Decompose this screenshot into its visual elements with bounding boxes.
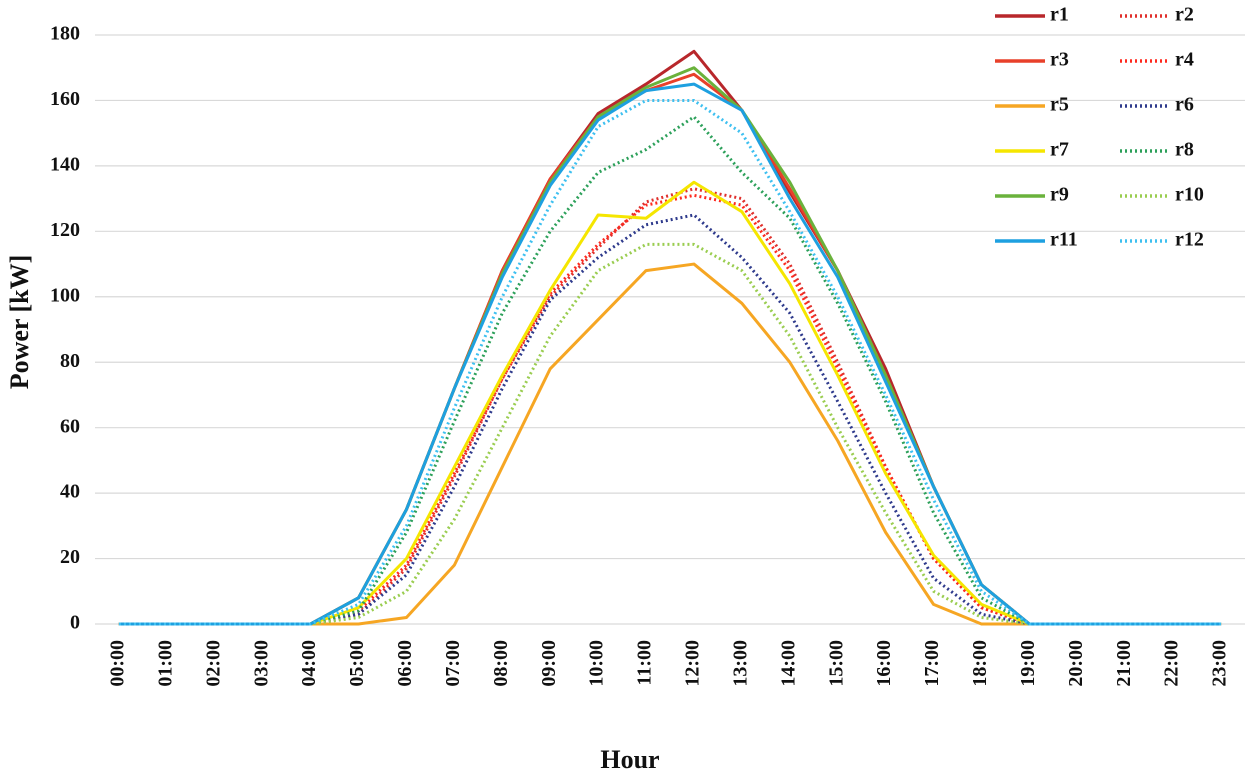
x-tick-label: 16:00 <box>873 640 895 687</box>
x-tick-label: 15:00 <box>825 640 847 687</box>
y-tick-label: 120 <box>50 219 80 241</box>
series-line <box>118 242 1222 626</box>
legend-label: r3 <box>1050 49 1069 71</box>
x-tick-label: 14:00 <box>777 640 799 687</box>
x-tick-label: 03:00 <box>250 640 272 687</box>
x-tick-label: 04:00 <box>298 640 320 687</box>
x-tick-label: 12:00 <box>682 640 704 687</box>
y-tick-label: 0 <box>70 612 80 634</box>
legend-label: r11 <box>1050 229 1078 251</box>
series-line <box>118 262 1222 626</box>
legend-label: r5 <box>1050 94 1069 116</box>
x-tick-label: 01:00 <box>154 640 176 687</box>
legend-label: r6 <box>1175 94 1194 116</box>
y-tick-label: 180 <box>50 23 80 45</box>
x-tick-label: 19:00 <box>1017 640 1039 687</box>
x-tick-label: 06:00 <box>394 640 416 687</box>
x-tick-label: 09:00 <box>538 640 560 687</box>
y-tick-label: 100 <box>50 284 80 306</box>
series-line <box>118 82 1222 626</box>
legend-label: r9 <box>1050 184 1069 206</box>
series-line <box>118 49 1222 626</box>
series-line <box>118 115 1222 626</box>
y-tick-label: 40 <box>60 481 80 503</box>
x-tick-label: 22:00 <box>1161 640 1183 687</box>
x-tick-label: 18:00 <box>969 640 991 687</box>
y-tick-label: 80 <box>60 350 80 372</box>
x-tick-label: 13:00 <box>729 640 751 687</box>
x-tick-label: 21:00 <box>1113 640 1135 687</box>
x-tick-label: 11:00 <box>634 640 656 686</box>
x-tick-label: 17:00 <box>921 640 943 687</box>
x-tick-label: 05:00 <box>346 640 368 687</box>
x-tick-label: 20:00 <box>1065 640 1087 687</box>
x-tick-label: 02:00 <box>202 640 224 687</box>
x-axis-title: Hour <box>600 745 659 774</box>
legend-label: r7 <box>1050 139 1069 161</box>
y-tick-label: 20 <box>60 546 80 568</box>
y-tick-label: 60 <box>60 415 80 437</box>
x-tick-label: 00:00 <box>107 640 129 687</box>
x-tick-label: 07:00 <box>442 640 464 687</box>
y-axis-title: Power [kW] <box>5 255 34 390</box>
series-line <box>118 213 1222 626</box>
y-tick-label: 140 <box>50 153 80 175</box>
legend-label: r10 <box>1175 184 1204 206</box>
series-line <box>118 193 1222 626</box>
x-tick-label: 23:00 <box>1209 640 1231 687</box>
legend-label: r1 <box>1050 4 1069 26</box>
y-tick-label: 160 <box>50 88 80 110</box>
legend-label: r8 <box>1175 139 1194 161</box>
legend-label: r4 <box>1175 49 1194 71</box>
x-tick-label: 08:00 <box>490 640 512 687</box>
legend-label: r2 <box>1175 4 1194 26</box>
x-tick-label: 10:00 <box>586 640 608 687</box>
legend-label: r12 <box>1175 229 1204 251</box>
